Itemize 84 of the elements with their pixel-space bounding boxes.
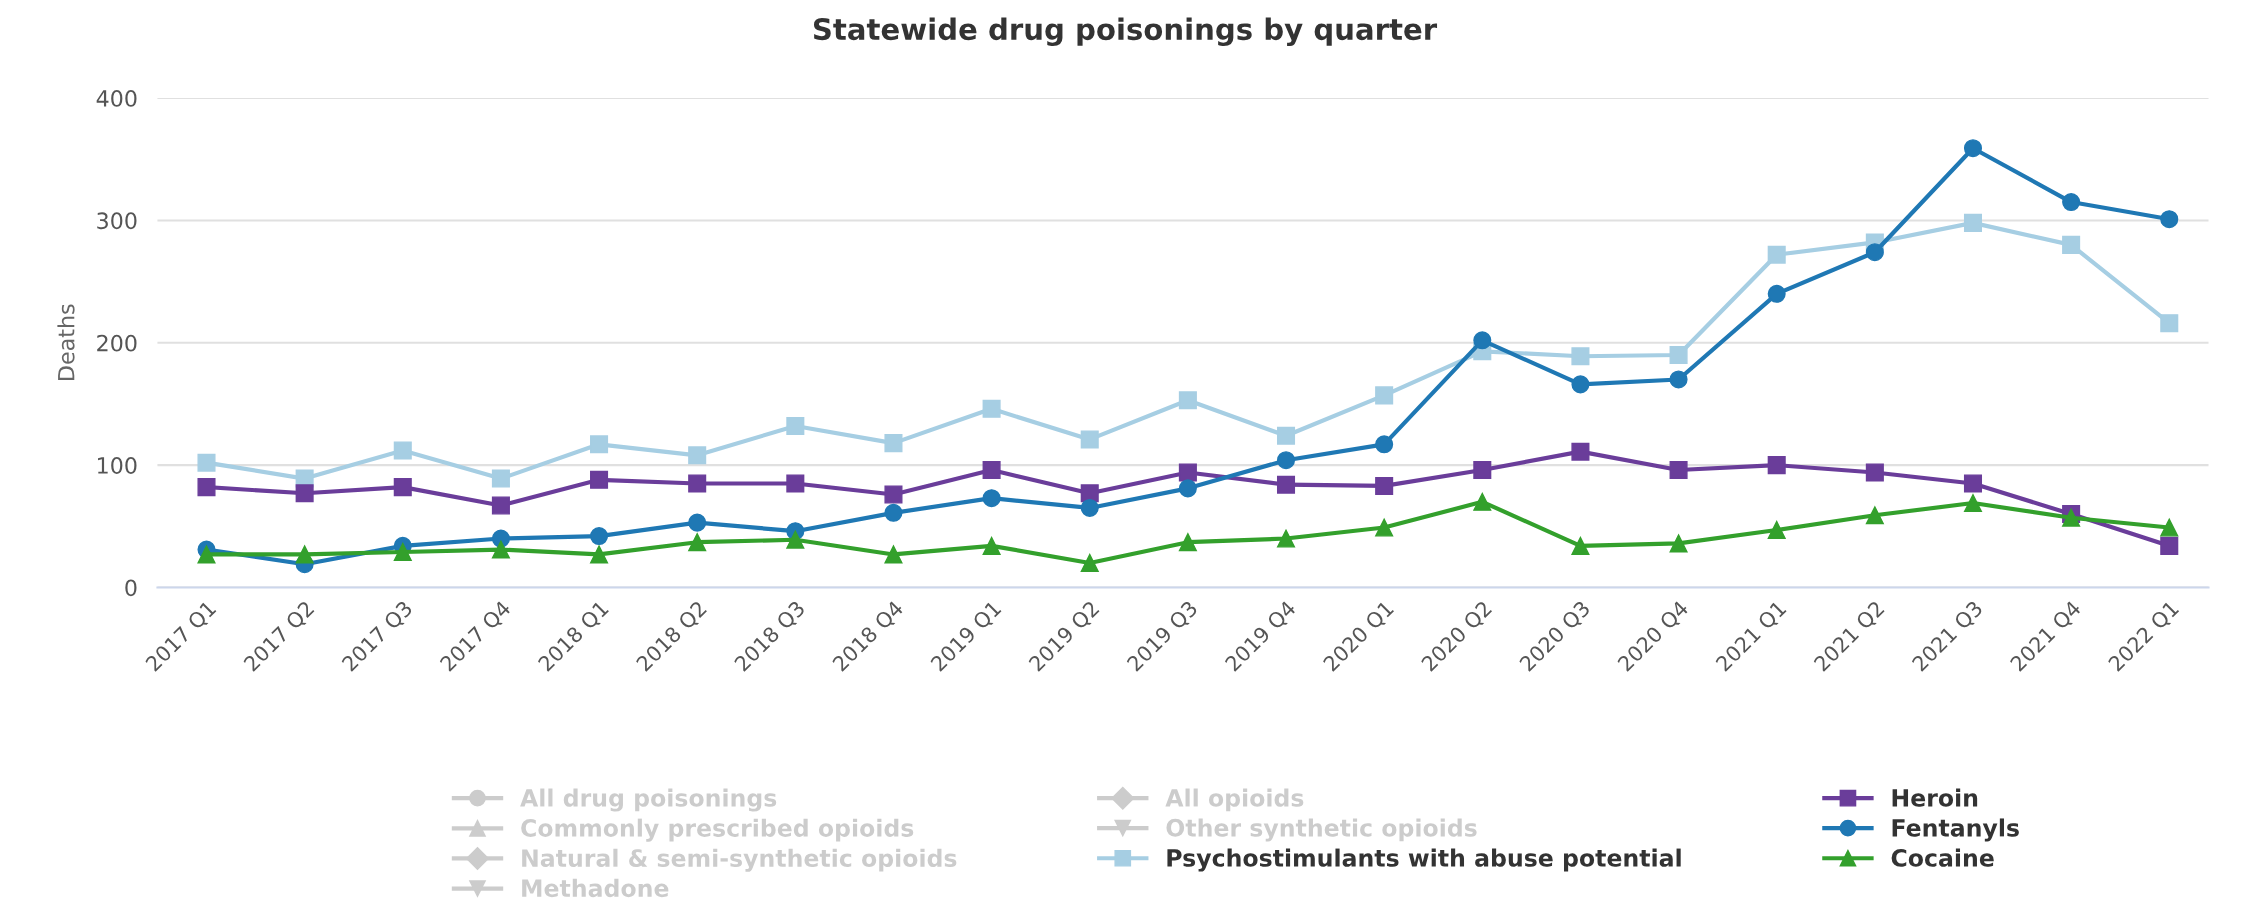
point — [1178, 533, 1197, 552]
y-tick-label: 100 — [98, 457, 137, 474]
point — [1669, 345, 1688, 365]
point — [1767, 284, 1786, 303]
y-tick-label: 400 — [96, 90, 137, 107]
point — [884, 485, 903, 504]
point — [393, 478, 412, 497]
point — [2062, 235, 2081, 254]
point — [295, 545, 314, 564]
legend-label: Heroin — [1892, 788, 1978, 807]
y-tick-label: 300 — [97, 212, 137, 230]
chart-title: Statewide drug poisonings by quarter — [813, 17, 1438, 47]
point — [393, 542, 412, 562]
point — [1080, 498, 1099, 517]
point — [1571, 347, 1590, 366]
y-axis-title: Deaths — [57, 304, 75, 380]
point — [982, 536, 1001, 555]
point — [1080, 553, 1099, 573]
point — [1375, 435, 1394, 454]
point — [786, 416, 805, 435]
point — [1473, 492, 1492, 511]
point — [491, 469, 510, 488]
point — [884, 545, 903, 564]
legend-label: Psychostimulants with abuse potential — [1167, 848, 1681, 872]
point — [884, 503, 903, 522]
point — [1375, 518, 1394, 537]
point — [1963, 474, 1983, 493]
point — [1276, 475, 1296, 494]
point — [1669, 534, 1688, 553]
point — [1865, 243, 1884, 262]
point — [1473, 460, 1492, 480]
point — [393, 441, 412, 460]
point — [1276, 426, 1296, 445]
point — [1963, 494, 1983, 513]
point — [197, 478, 216, 497]
point — [1375, 386, 1394, 405]
point — [982, 489, 1001, 508]
point — [1963, 213, 1983, 232]
point — [1571, 375, 1590, 394]
point — [1767, 245, 1786, 264]
point — [1178, 391, 1197, 410]
point — [197, 453, 216, 472]
point — [590, 435, 609, 454]
point — [1571, 442, 1590, 461]
point — [1276, 451, 1296, 470]
legend-label: Cocaine — [1891, 848, 1994, 867]
point — [688, 474, 707, 493]
point — [2160, 210, 2179, 229]
point — [1276, 529, 1296, 548]
legend-label: Fentanyls — [1892, 818, 2019, 842]
point — [295, 484, 314, 503]
point — [590, 470, 609, 489]
point — [491, 496, 510, 515]
point — [1669, 370, 1688, 389]
y-tick-label: 0 — [125, 579, 137, 597]
point — [2160, 314, 2179, 333]
point — [1865, 506, 1884, 525]
point — [884, 434, 903, 453]
y-tick-label: 200 — [97, 334, 137, 352]
point — [1767, 520, 1786, 539]
point — [2160, 518, 2179, 537]
point — [982, 399, 1001, 418]
point — [1178, 463, 1197, 482]
point — [590, 527, 609, 546]
point — [688, 513, 707, 532]
point — [2160, 536, 2179, 555]
point — [982, 460, 1001, 480]
point — [1080, 430, 1099, 449]
point — [1865, 463, 1884, 482]
point — [786, 530, 805, 549]
point — [1178, 479, 1197, 498]
point — [2062, 193, 2081, 212]
point — [1375, 476, 1394, 495]
point — [590, 545, 609, 564]
point — [688, 446, 707, 465]
point — [1669, 460, 1688, 480]
point — [1963, 139, 1983, 158]
point — [491, 540, 510, 559]
point — [1473, 331, 1492, 350]
point — [1571, 536, 1590, 555]
point — [197, 545, 216, 564]
point — [786, 474, 805, 493]
point — [688, 533, 707, 552]
point — [1767, 456, 1786, 475]
